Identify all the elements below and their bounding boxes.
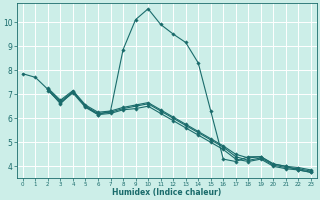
X-axis label: Humidex (Indice chaleur): Humidex (Indice chaleur)	[112, 188, 221, 197]
